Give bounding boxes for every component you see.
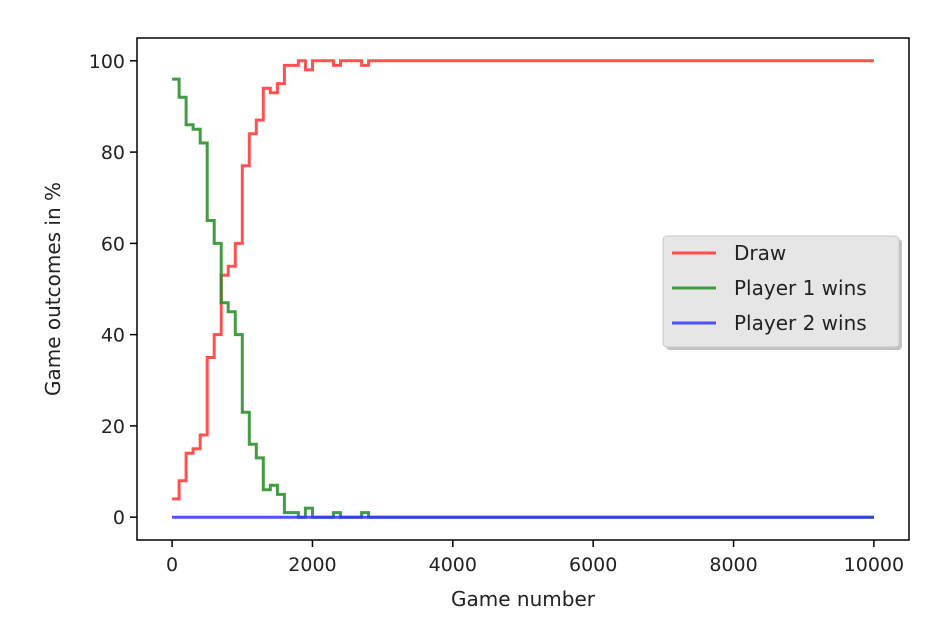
- legend-label-player-1-wins: Player 1 wins: [734, 276, 867, 300]
- y-tick-label: 100: [89, 51, 125, 73]
- x-tick-label: 4000: [429, 554, 477, 576]
- series-line-player-1-wins: [172, 77, 874, 519]
- y-tick-label: 0: [113, 507, 125, 529]
- x-tick-label: 8000: [709, 554, 757, 576]
- legend-box: [662, 235, 900, 348]
- y-tick-label: 60: [101, 233, 125, 255]
- y-tick-label: 40: [101, 325, 125, 347]
- x-tick-label: 0: [166, 554, 178, 576]
- y-axis-label: Game outcomes in %: [41, 182, 65, 396]
- axes: 0 2000 4000 6000 8000 10000 0 20 40 60 80 100: [89, 37, 910, 576]
- plot-frame: [136, 37, 910, 541]
- x-tick-label: 10000: [844, 554, 904, 576]
- series-line-draw: [172, 59, 874, 501]
- x-tick-label: 6000: [569, 554, 617, 576]
- x-tick-label: 2000: [288, 554, 336, 576]
- y-tick-label: 80: [101, 142, 125, 164]
- legend-label-draw: Draw: [734, 241, 786, 265]
- x-axis-label: Game number: [451, 587, 596, 611]
- legend: Draw Player 1 wins Player 2 wins: [662, 235, 902, 350]
- legend-label-player-2-wins: Player 2 wins: [734, 311, 867, 335]
- y-tick-label: 20: [101, 416, 125, 438]
